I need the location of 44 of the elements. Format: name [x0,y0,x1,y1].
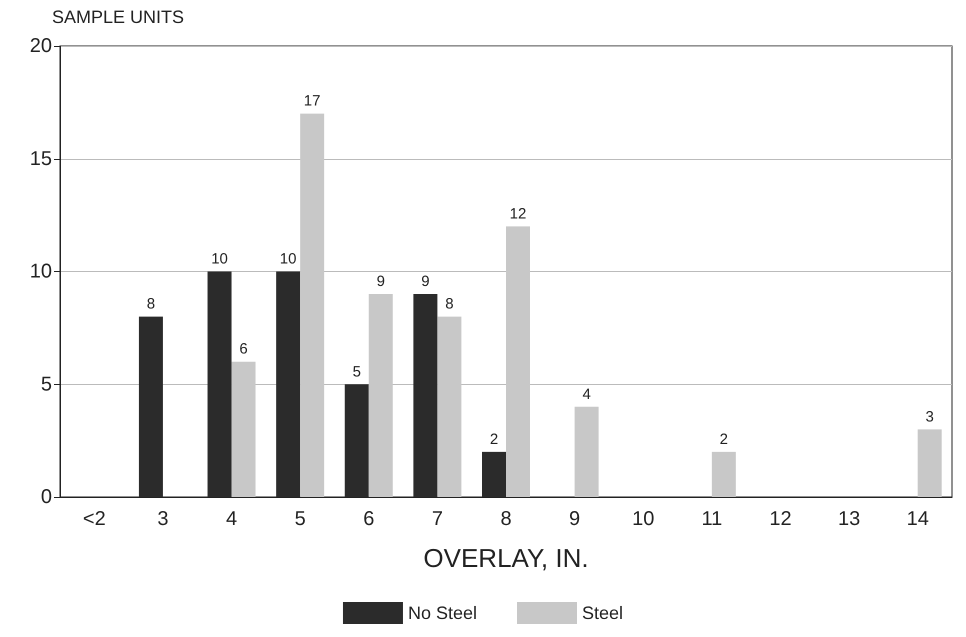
x-tick-label: 10 [632,508,654,530]
x-tick-label: 9 [569,508,580,530]
bar [368,294,393,497]
data-label: 2 [490,430,498,448]
x-tick-label: <2 [82,508,106,530]
data-label: 9 [421,273,430,290]
data-label: 17 [304,92,320,110]
x-tick-label: 8 [500,508,512,530]
bar [574,406,599,497]
data-label: 2 [720,430,728,448]
x-tick-label: 3 [157,508,168,530]
x-tick-label: 11 [701,508,722,530]
x-tick-label: 7 [432,508,443,530]
data-label: 3 [926,408,934,426]
data-label: 5 [352,363,361,380]
y-tick-label: 5 [40,373,52,396]
y-tick-label: 0 [40,486,52,508]
x-tick-label: 14 [906,508,929,530]
data-label: 8 [146,296,156,313]
data-label: 12 [510,205,526,222]
legend-label: Steel [582,603,624,623]
x-tick-label: 13 [838,508,860,530]
bar [506,226,530,497]
x-tick-label: 6 [363,508,374,530]
bar [918,429,942,497]
data-label: 10 [280,250,296,268]
x-tick-label: 4 [226,508,238,530]
x-tick-label: 5 [294,508,306,530]
y-axis-title: SAMPLE UNITS [52,7,184,27]
y-tick-label: 20 [30,35,52,57]
x-tick-label: 12 [769,508,792,530]
data-label: 10 [211,250,228,268]
data-label: 8 [445,296,454,313]
y-tick-label: 10 [30,260,52,282]
bar [232,362,256,497]
data-label: 6 [239,340,248,358]
bar [437,316,462,497]
bar [712,452,736,497]
x-axis-title: OVERLAY, IN. [423,543,589,573]
legend-label: No Steel [408,603,478,623]
data-label: 9 [376,273,385,290]
bar [300,114,324,497]
data-label: 4 [582,386,591,403]
y-tick-label: 15 [30,148,52,170]
